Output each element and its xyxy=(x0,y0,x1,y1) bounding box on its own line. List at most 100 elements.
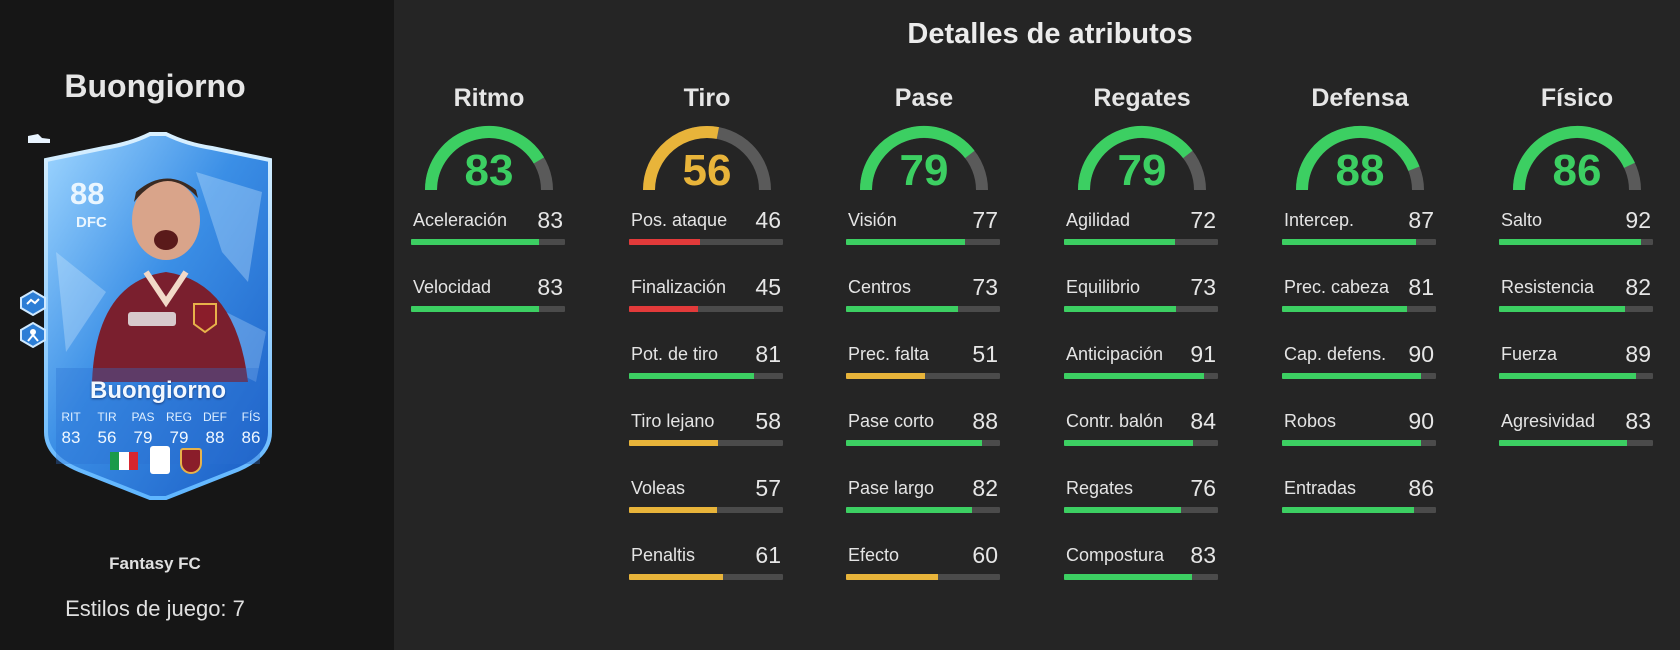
attribute-bar xyxy=(1064,574,1218,580)
attribute-value: 90 xyxy=(1408,341,1434,367)
card-stat: FÍS 86 xyxy=(236,410,266,448)
attribute-value: 45 xyxy=(755,274,781,300)
attribute-bar xyxy=(1282,373,1436,379)
nation-flag-icon xyxy=(110,452,138,470)
card-stat-label: FÍS xyxy=(241,410,261,424)
attribute-bar xyxy=(411,239,565,245)
category-3: Pase 79 Visión 77 Centros 73 Prec. falta 51 Pase… xyxy=(846,84,1002,612)
attribute-label: Finalización xyxy=(631,277,727,297)
attribute-bar xyxy=(629,507,783,513)
attribute-bar xyxy=(1064,239,1218,245)
card-stat: RIT 83 xyxy=(56,410,86,448)
attribute-label: Equilibrio xyxy=(1066,277,1141,297)
attribute-bar xyxy=(846,373,1000,379)
card-player-name: Buongiorno xyxy=(90,377,226,404)
category-name: Defensa xyxy=(1311,84,1409,112)
attribute-list: Agilidad 72 Equilibrio 73 Anticipación 91 Cont… xyxy=(1064,207,1220,612)
attribute-bar xyxy=(1064,306,1218,312)
attribute-value: 72 xyxy=(1190,207,1216,233)
category-gauge: 79 xyxy=(1076,124,1208,196)
attribute-row: Pase largo 82 xyxy=(846,475,1002,545)
attribute-row: Penaltis 61 xyxy=(629,542,785,612)
attribute-bar xyxy=(629,574,783,580)
card-stat: DEF 88 xyxy=(200,410,230,448)
playstyle-icon[interactable] xyxy=(20,290,46,316)
attribute-bar xyxy=(846,574,1000,580)
category-name: Pase xyxy=(894,84,954,112)
card-stat-label: DEF xyxy=(203,410,227,424)
category-gauge: 56 xyxy=(641,124,773,196)
gauge-fill xyxy=(425,126,545,191)
attribute-row: Tiro lejano 58 xyxy=(629,408,785,478)
attribute-label: Contr. balón xyxy=(1066,411,1164,431)
card-stat-label: PAS xyxy=(131,410,155,424)
page-title: Detalles de atributos xyxy=(907,18,1193,50)
attribute-row: Pos. ataque 46 xyxy=(629,207,785,277)
attribute-row: Regates 76 xyxy=(1064,475,1220,545)
attribute-bar-fill xyxy=(1282,373,1421,379)
attribute-label: Pos. ataque xyxy=(631,210,728,230)
card-stat-value: 86 xyxy=(241,428,261,447)
attribute-row: Visión 77 xyxy=(846,207,1002,277)
attribute-label: Robos xyxy=(1284,411,1337,431)
attribute-bar xyxy=(1499,373,1653,379)
category-value: 79 xyxy=(899,146,949,195)
attribute-bar xyxy=(846,440,1000,446)
card-stat-value: 88 xyxy=(205,428,225,447)
attribute-bar-fill xyxy=(1499,239,1641,245)
attribute-row: Velocidad 83 xyxy=(411,274,567,344)
gauge-fill xyxy=(1513,126,1635,191)
attribute-value: 83 xyxy=(537,207,563,233)
category-name: Ritmo xyxy=(453,84,525,112)
gauge-fill xyxy=(860,126,975,191)
attribute-value: 46 xyxy=(755,207,781,233)
card-type-label: Fantasy FC xyxy=(109,554,201,573)
attribute-bar-fill xyxy=(846,507,973,513)
attribute-value: 81 xyxy=(755,341,781,367)
attribute-bar xyxy=(629,440,783,446)
attribute-value: 83 xyxy=(1625,408,1651,434)
attribute-label: Anticipación xyxy=(1066,344,1164,364)
attribute-list: Visión 77 Centros 73 Prec. falta 51 Pase corto… xyxy=(846,207,1002,612)
attribute-bar-fill xyxy=(1282,239,1416,245)
category-value: 88 xyxy=(1335,146,1385,195)
attribute-row: Compostura 83 xyxy=(1064,542,1220,612)
attribute-bar-fill xyxy=(1064,440,1194,446)
attribute-bar xyxy=(1064,440,1218,446)
attribute-value: 61 xyxy=(755,542,781,568)
attribute-bar xyxy=(629,373,783,379)
attribute-bar xyxy=(629,306,783,312)
attribute-label: Visión xyxy=(848,210,897,230)
card-stat-value: 79 xyxy=(133,428,153,447)
attribute-bar xyxy=(846,306,1000,312)
attribute-label: Salto xyxy=(1501,210,1543,230)
attribute-bar xyxy=(846,239,1000,245)
attribute-value: 58 xyxy=(755,408,781,434)
attribute-value: 77 xyxy=(972,207,998,233)
attribute-bar xyxy=(1282,507,1436,513)
attribute-row: Efecto 60 xyxy=(846,542,1002,612)
attribute-bar-fill xyxy=(1282,507,1415,513)
attribute-value: 83 xyxy=(537,274,563,300)
attribute-bar-fill xyxy=(629,574,723,580)
attribute-bar-fill xyxy=(846,440,982,446)
attribute-list: Salto 92 Resistencia 82 Fuerza 89 Agresividad 8… xyxy=(1499,207,1655,478)
attribute-label: Voleas xyxy=(631,478,686,498)
attribute-bar-fill xyxy=(629,306,699,312)
attribute-row: Anticipación 91 xyxy=(1064,341,1220,411)
card-stat-label: RIT xyxy=(61,410,81,424)
attribute-label: Regates xyxy=(1066,478,1134,498)
gauge-fill xyxy=(1078,126,1193,191)
attribute-row: Agilidad 72 xyxy=(1064,207,1220,277)
attribute-list: Intercep. 87 Prec. cabeza 81 Cap. defens. 90 R… xyxy=(1282,207,1438,545)
card-stats: RIT 83 TIR 56 PAS 79 REG 79 DEF 88 FÍS 86 xyxy=(56,410,266,448)
player-card[interactable]: 88 DFC Buongiorno RIT 83 TIR 56 PAS 79 REG 7… xyxy=(20,132,290,502)
attribute-row: Finalización 45 xyxy=(629,274,785,344)
attribute-bar-fill xyxy=(846,574,939,580)
category-2: Tiro 56 Pos. ataque 46 Finalización 45 Pot. de… xyxy=(629,84,785,612)
attribute-bar-fill xyxy=(1064,239,1175,245)
attribute-bar xyxy=(629,239,783,245)
category-name: Regates xyxy=(1093,84,1191,112)
attribute-value: 73 xyxy=(1190,274,1216,300)
playstyle-icon[interactable] xyxy=(20,322,46,348)
